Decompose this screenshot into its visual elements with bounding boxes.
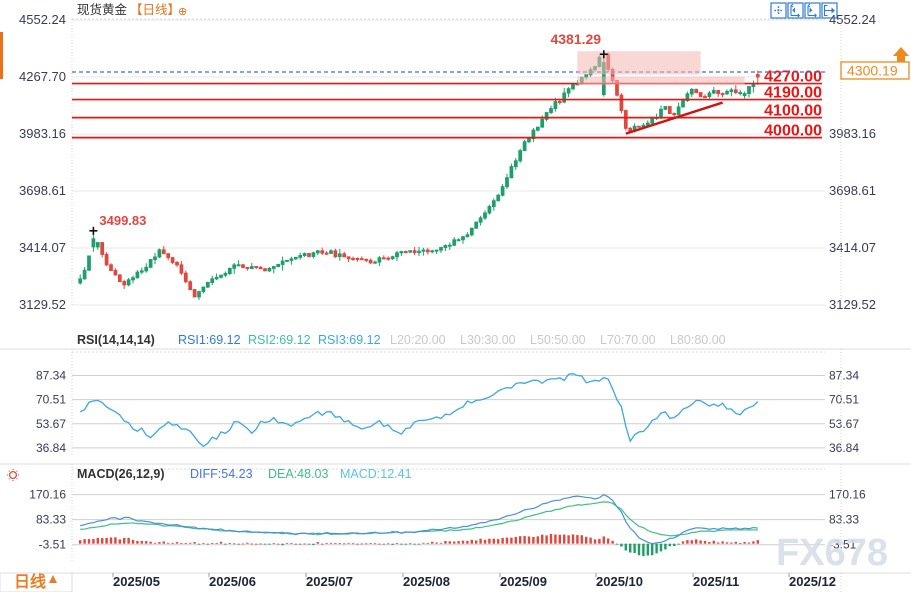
svg-text:36.84: 36.84 — [829, 441, 859, 455]
svg-text:3698.61: 3698.61 — [829, 183, 876, 198]
svg-text:87.34: 87.34 — [36, 369, 66, 383]
svg-text:2025/09: 2025/09 — [500, 574, 547, 589]
svg-text:70.51: 70.51 — [36, 393, 66, 407]
svg-text:53.67: 53.67 — [829, 417, 859, 431]
svg-text:4381.29: 4381.29 — [550, 31, 601, 47]
svg-text:4300.19: 4300.19 — [847, 62, 898, 78]
svg-text:3129.52: 3129.52 — [19, 297, 66, 312]
svg-text:4552.24: 4552.24 — [19, 12, 66, 27]
svg-text:83.33: 83.33 — [829, 513, 859, 527]
svg-text:3414.07: 3414.07 — [19, 240, 66, 255]
svg-text:3983.16: 3983.16 — [19, 126, 66, 141]
svg-text:现货黄金: 现货黄金 — [77, 2, 128, 17]
svg-text:MACD:12.41: MACD:12.41 — [340, 467, 412, 481]
svg-text:2025/12: 2025/12 — [789, 574, 836, 589]
svg-text:2025/05: 2025/05 — [113, 574, 160, 589]
svg-text:2025/06: 2025/06 — [209, 574, 256, 589]
svg-text:4270.00: 4270.00 — [764, 69, 822, 86]
svg-text:MACD(26,12,9): MACD(26,12,9) — [77, 467, 165, 481]
svg-text:83.33: 83.33 — [36, 513, 66, 527]
svg-text:DIFF:54.23: DIFF:54.23 — [190, 467, 253, 481]
svg-text:L20:20.00: L20:20.00 — [390, 333, 446, 347]
svg-text:L50:50.00: L50:50.00 — [530, 333, 586, 347]
svg-text:170.16: 170.16 — [29, 488, 66, 502]
svg-text:RSI2:69.12: RSI2:69.12 — [248, 333, 311, 347]
svg-text:70.51: 70.51 — [829, 393, 859, 407]
svg-text:4100.00: 4100.00 — [764, 103, 822, 120]
svg-text:4190.00: 4190.00 — [764, 85, 822, 102]
svg-text:3698.61: 3698.61 — [19, 183, 66, 198]
svg-text:FX678: FX678 — [776, 532, 888, 574]
svg-text:L80:80.00: L80:80.00 — [670, 333, 726, 347]
svg-text:-3.51: -3.51 — [39, 538, 67, 552]
svg-text:36.84: 36.84 — [36, 441, 66, 455]
svg-text:RSI1:69.12: RSI1:69.12 — [178, 333, 241, 347]
svg-text:170.16: 170.16 — [829, 488, 866, 502]
svg-text:日线: 日线 — [14, 572, 46, 591]
svg-text:DEA:48.03: DEA:48.03 — [268, 467, 329, 481]
svg-text:L30:30.00: L30:30.00 — [460, 333, 516, 347]
svg-text:RSI3:69.12: RSI3:69.12 — [318, 333, 381, 347]
svg-text:L70:70.00: L70:70.00 — [600, 333, 656, 347]
svg-text:2025/07: 2025/07 — [306, 574, 353, 589]
svg-text:RSI(14,14,14): RSI(14,14,14) — [77, 333, 155, 347]
svg-text:3129.52: 3129.52 — [829, 297, 876, 312]
svg-text:2025/10: 2025/10 — [596, 574, 643, 589]
svg-text:3414.07: 3414.07 — [829, 240, 876, 255]
svg-text:4552.24: 4552.24 — [829, 12, 876, 27]
svg-text:3983.16: 3983.16 — [829, 126, 876, 141]
svg-text:4267.70: 4267.70 — [19, 69, 66, 84]
svg-text:87.34: 87.34 — [829, 369, 859, 383]
svg-text:【日线】: 【日线】 — [130, 3, 180, 17]
svg-text:53.67: 53.67 — [36, 417, 66, 431]
svg-text:4000.00: 4000.00 — [764, 123, 822, 140]
svg-text:2025/11: 2025/11 — [693, 574, 739, 589]
svg-text:2025/08: 2025/08 — [403, 574, 450, 589]
svg-text:3499.83: 3499.83 — [99, 213, 146, 228]
svg-text:⊕: ⊕ — [178, 6, 187, 18]
